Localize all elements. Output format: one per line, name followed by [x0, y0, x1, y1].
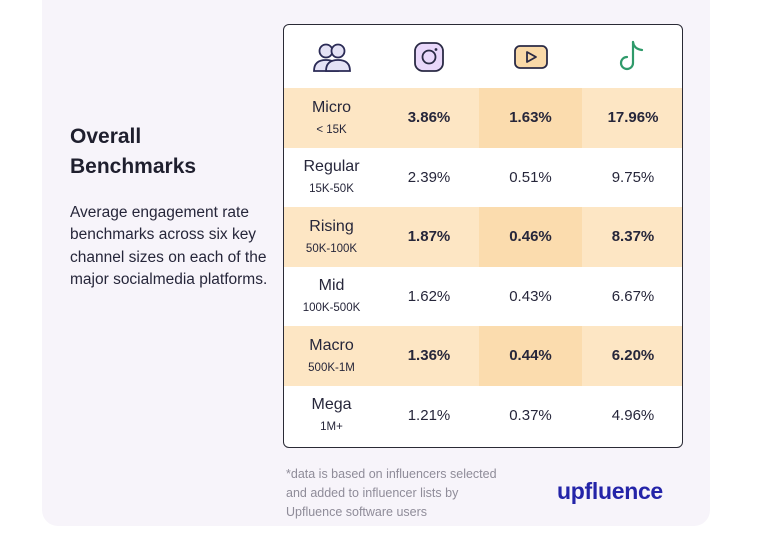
title-line-1: Overall [70, 125, 142, 148]
channel-size-range: 500K-1M [308, 361, 355, 374]
channel-size-name: Mega [311, 396, 352, 414]
description: Average engagement rate benchmarks acros… [70, 204, 268, 288]
channel-size-cell: Macro 500K-1M [284, 326, 379, 386]
channel-size-range: 1M+ [320, 421, 343, 434]
footnote: *data is based on influencers selected a… [286, 467, 497, 519]
instagram-rate-cell: 3.86% [379, 88, 479, 148]
instagram-rate-cell: 1.36% [379, 326, 479, 386]
channel-size-name: Macro [309, 336, 354, 354]
instagram-rate-cell: 1.62% [407, 287, 451, 305]
brand-logo: upfluence [557, 478, 663, 504]
instagram-rate-cell: 1.21% [407, 406, 451, 424]
tiktok-rate-cell: 9.75% [611, 168, 655, 186]
channel-size-range: < 15K [316, 123, 347, 136]
channel-size-cell: Rising 50K-100K [284, 207, 379, 267]
title-line-2: Benchmarks [70, 155, 197, 178]
tiktok-icon [619, 40, 644, 70]
table-row: Mid 100K-500K 1.62% 0.43% 6.67% [284, 267, 682, 327]
tiktok-rate-cell: 17.96% [582, 88, 682, 148]
channel-size-range: 50K-100K [305, 242, 358, 255]
tiktok-rate-cell: 8.37% [582, 207, 682, 267]
column-header-channel-size [284, 25, 379, 88]
youtube-rate-cell: 0.37% [509, 406, 552, 424]
youtube-rate-cell: 0.43% [509, 287, 552, 305]
channel-size-range: 15K-50K [309, 183, 354, 196]
table-row: Macro 500K-1M 1.36% 0.44% 6.20% [284, 326, 682, 386]
column-header-tiktok [582, 25, 682, 88]
channel-size-range: 100K-500K [302, 302, 361, 315]
youtube-rate-cell: 0.46% [479, 207, 582, 267]
channel-size-name: Mid [318, 277, 345, 295]
youtube-rate-cell: 0.44% [479, 326, 582, 386]
channel-size-cell: Mega 1M+ [284, 386, 379, 446]
table-row: Micro < 15K 3.86% 1.63% 17.96% [284, 88, 682, 148]
intro-panel: Overall Benchmarks Average engagement ra… [70, 122, 270, 291]
channel-size-cell: Mid 100K-500K [284, 267, 379, 327]
column-header-youtube [479, 25, 582, 88]
column-header-instagram [379, 25, 479, 88]
channel-size-name: Regular [303, 158, 360, 176]
table-row: Rising 50K-100K 1.87% 0.46% 8.37% [284, 207, 682, 267]
instagram-rate-cell: 1.87% [379, 207, 479, 267]
youtube-rate-cell: 1.63% [479, 88, 582, 148]
tiktok-rate-cell: 6.20% [582, 326, 682, 386]
channel-size-name: Rising [309, 217, 354, 235]
youtube-rate-cell: 0.51% [509, 168, 552, 186]
page-title: Overall Benchmarks [70, 122, 270, 182]
users-icon [312, 43, 351, 72]
table-row: Regular 15K-50K 2.39% 0.51% 9.75% [284, 148, 682, 208]
tiktok-rate-cell: 6.67% [611, 287, 655, 305]
table-header [284, 25, 682, 88]
tiktok-rate-cell: 4.96% [611, 406, 655, 424]
channel-size-cell: Regular 15K-50K [284, 148, 379, 208]
channel-size-cell: Micro < 15K [284, 88, 379, 148]
channel-size-name: Micro [311, 98, 352, 116]
youtube-icon [513, 44, 548, 69]
table-row: Mega 1M+ 1.21% 0.37% 4.96% [284, 386, 682, 446]
benchmark-table: Micro < 15K 3.86% 1.63% 17.96% Regular 15K-50K… [283, 24, 683, 448]
instagram-rate-cell: 2.39% [407, 168, 451, 186]
instagram-icon [414, 41, 444, 72]
